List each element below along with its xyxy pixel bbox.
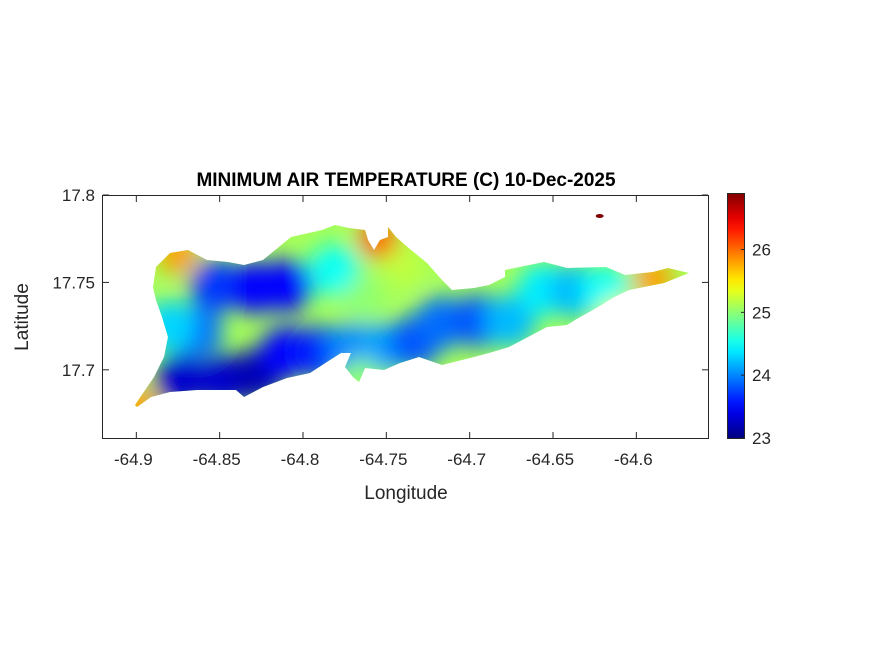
y-axis-label: Latitude [12, 283, 33, 351]
colorbar: 23 24 25 26 [727, 193, 771, 448]
temperature-sample [190, 259, 243, 312]
x-axis: -64.9 -64.85 -64.8 -64.75 -64.7 -64.65 -64.6 [114, 196, 653, 469]
y-tick-label: 17.75 [52, 273, 95, 292]
y-axis: 17.7 17.75 17.8 [52, 186, 708, 380]
temperature-sample [483, 294, 536, 347]
temperature-sample [343, 278, 383, 319]
temperature-sample [341, 358, 382, 399]
islet-mark [595, 213, 604, 218]
temperature-sample [158, 234, 198, 275]
x-tick-label: -64.75 [359, 450, 407, 469]
colorbar-tick-label: 26 [752, 241, 771, 260]
axes-box [102, 195, 709, 439]
temperature-sample [143, 300, 196, 353]
x-tick-label: -64.65 [526, 450, 574, 469]
temperature-sample [135, 386, 158, 407]
x-axis-label: Longitude [364, 483, 447, 504]
temperature-sample [599, 297, 640, 338]
colorbar-tick-label: 23 [752, 429, 771, 448]
x-tick-label: -64.6 [614, 450, 653, 469]
x-tick-label: -64.85 [193, 450, 241, 469]
colorbar-frame [727, 193, 745, 439]
colorbar-gradient [727, 193, 744, 438]
temperature-sample [308, 244, 361, 297]
y-tick-label: 17.7 [62, 361, 95, 380]
x-tick-label: -64.9 [114, 450, 153, 469]
x-tick-label: -64.7 [447, 450, 486, 469]
temperature-sample [383, 244, 423, 285]
chart-title: MINIMUM AIR TEMPERATURE (C) 10-Dec-2025 [196, 170, 616, 191]
temperature-sample [415, 296, 468, 349]
temperature-sample [580, 265, 633, 318]
x-tick-label: -64.8 [281, 450, 320, 469]
temperature-sample [633, 258, 673, 299]
colorbar-tick-label: 24 [752, 366, 771, 385]
colorbar-tick-label: 25 [752, 303, 771, 322]
temperature-sample [358, 225, 398, 259]
y-tick-label: 17.8 [62, 186, 95, 205]
temperature-sample [260, 259, 313, 312]
temperature-field [135, 213, 689, 407]
